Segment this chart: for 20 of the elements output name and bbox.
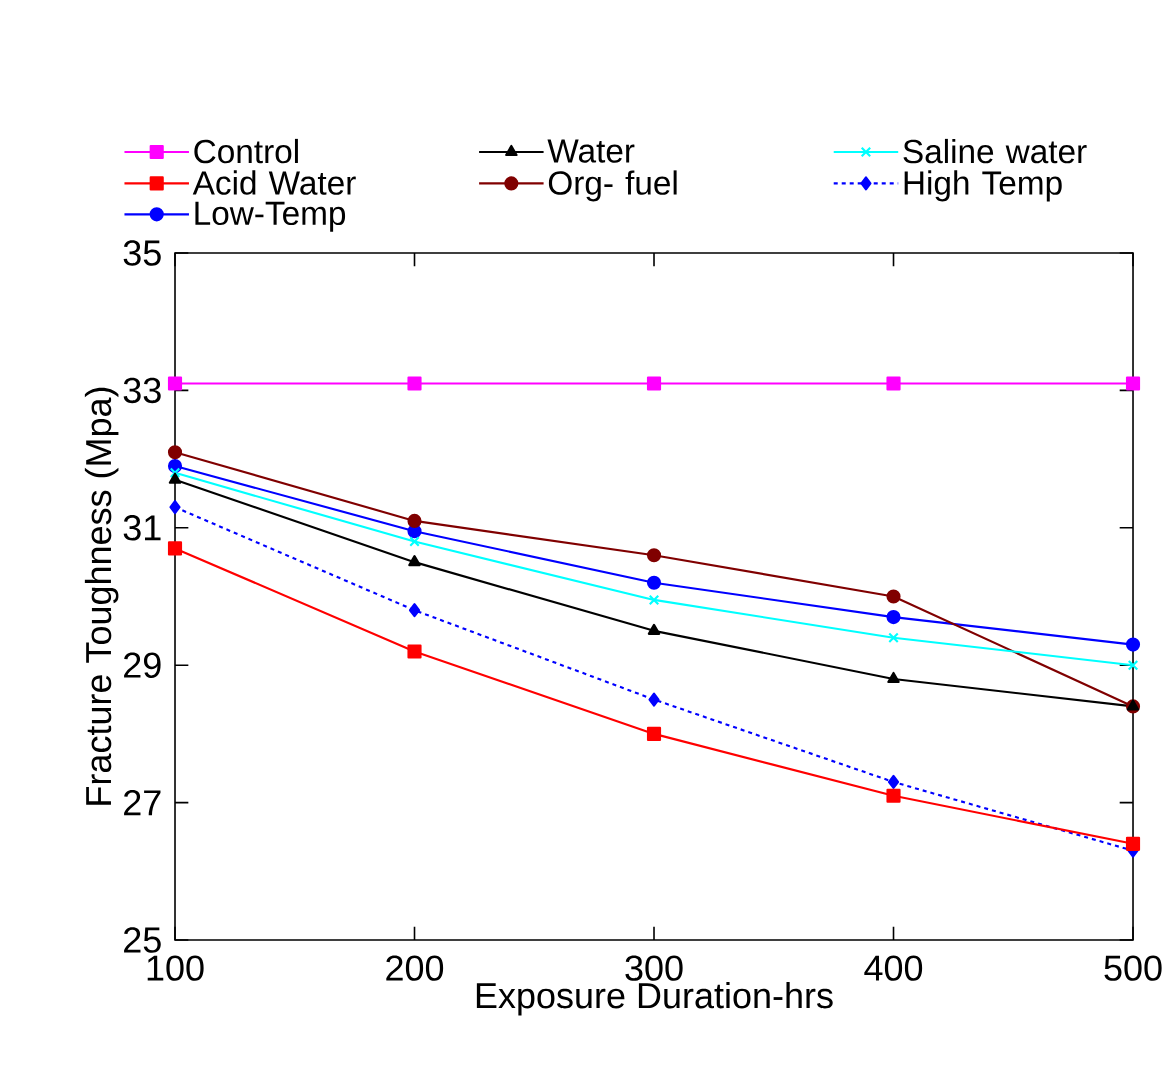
legend-label: High Temp [904,170,1062,202]
x-tick-label: 100 [147,955,204,981]
x-tick-label: 500 [1104,955,1162,981]
legend-label: Acid Water [192,170,356,195]
x-axis-title: Exposure Duration-hrs [476,982,833,1016]
y-tick-label: 27 [124,790,161,816]
y-tick-label: 25 [124,927,161,953]
x-tick-label: 300 [625,955,683,981]
legend-label: Water [547,139,635,163]
legend-label: Control [194,138,298,164]
legend-label: Saline water [903,138,1087,164]
y-tick-label: 33 [123,377,161,404]
y-axis-title: Fracture Toughness (Mpa) [84,387,119,805]
legend-label: Low-Temp [195,201,346,232]
x-tick-label: 200 [386,955,444,981]
y-tick-label: 35 [123,240,161,266]
x-tick-label: 400 [864,955,923,981]
y-tick-label: 29 [124,652,161,678]
legend-label: Org- fuel [548,170,677,202]
y-tick-label: 31 [123,515,161,541]
